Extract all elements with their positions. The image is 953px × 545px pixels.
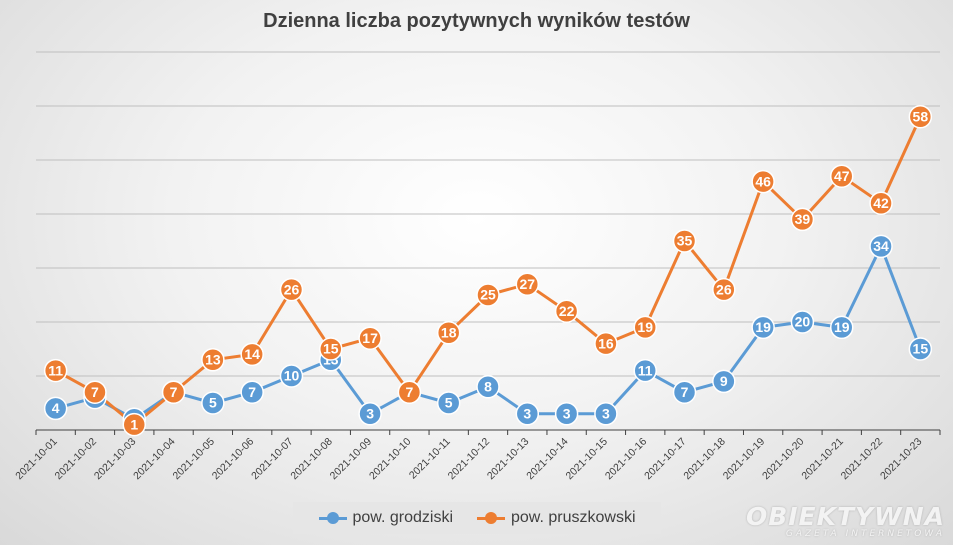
data-point: [908, 337, 933, 361]
data-point: [869, 191, 893, 215]
data-point: [161, 380, 186, 404]
legend-label: pow. grodziski: [352, 509, 454, 526]
data-label: 7: [405, 384, 413, 400]
data-label: 22: [559, 303, 575, 319]
data-label: 10: [284, 368, 300, 384]
data-label: 1: [130, 416, 138, 432]
data-label: 19: [637, 319, 653, 335]
data-point: [43, 358, 68, 383]
data-point: [869, 234, 893, 259]
data-label: 5: [445, 395, 453, 411]
data-label: 11: [48, 362, 63, 378]
data-label: 3: [563, 406, 571, 422]
data-point: [515, 402, 540, 426]
data-point: [554, 299, 579, 323]
data-label: 20: [795, 314, 811, 330]
data-label: 42: [873, 195, 889, 211]
data-label: 58: [913, 109, 929, 125]
legend-swatch: [477, 512, 505, 524]
data-label: 3: [602, 406, 610, 422]
data-label: 7: [91, 384, 99, 400]
data-label: 39: [795, 211, 811, 227]
data-point: [633, 315, 657, 340]
data-point: [594, 331, 618, 356]
data-point: [279, 277, 304, 302]
data-label: 9: [720, 373, 728, 389]
data-point: [712, 369, 736, 394]
data-point: [790, 310, 815, 334]
data-label: 8: [484, 379, 492, 395]
watermark-logo: OBIEKTYWNA GAZETA INTERNETOWA: [745, 502, 945, 539]
data-label: 34: [873, 238, 889, 254]
data-label: 35: [677, 233, 693, 249]
x-tick-label: 2021-10-23: [878, 435, 925, 482]
data-point: [279, 364, 304, 388]
legend: pow. grodziski pow. pruszkowski: [293, 502, 661, 534]
x-tick-label: 2021-10-10: [367, 435, 414, 482]
data-label: 26: [716, 281, 732, 297]
data-label: 47: [834, 168, 850, 184]
legend-item: pow. grodziski: [318, 509, 454, 527]
data-point: [240, 380, 264, 404]
data-label: 19: [834, 319, 850, 335]
data-point: [83, 380, 107, 404]
data-point: [476, 283, 500, 307]
data-label: 46: [755, 173, 771, 189]
data-point: [751, 169, 775, 194]
data-label: 25: [480, 287, 496, 303]
data-label: 16: [598, 335, 614, 351]
data-point: [672, 229, 697, 253]
data-point: [712, 277, 736, 302]
data-label: 7: [248, 384, 256, 400]
data-point: [201, 348, 225, 372]
data-point: [790, 207, 815, 232]
data-label: 15: [913, 341, 929, 357]
data-point: [240, 342, 264, 367]
chart-title: Dzienna liczba pozytywnych wyników testó…: [263, 10, 690, 32]
data-label: 26: [284, 281, 300, 297]
data-label: 13: [205, 352, 221, 368]
data-point: [554, 402, 579, 426]
data-point: [358, 402, 382, 426]
data-point: [43, 396, 68, 421]
data-point: [358, 326, 382, 350]
data-point: [319, 337, 343, 361]
data-label: 18: [441, 325, 457, 341]
data-point: [515, 272, 540, 296]
data-point: [122, 412, 147, 437]
data-point: [436, 321, 461, 345]
data-label: 5: [209, 395, 217, 411]
data-label: 27: [520, 276, 536, 292]
data-label: 3: [523, 406, 531, 422]
legend-item: pow. pruszkowski: [477, 509, 636, 527]
data-point: [201, 391, 225, 415]
data-label: 14: [244, 346, 260, 362]
data-label: 4: [52, 400, 60, 416]
data-point: [594, 402, 618, 426]
watermark-main: OBIEKTYWNA: [745, 502, 945, 531]
data-point: [633, 358, 657, 383]
watermark-sub: GAZETA INTERNETOWA: [785, 529, 945, 539]
data-point: [829, 315, 854, 340]
legend-label: pow. pruszkowski: [511, 509, 636, 526]
data-label: 15: [323, 341, 339, 357]
data-point: [908, 105, 933, 129]
data-point: [829, 164, 854, 188]
data-point: [672, 380, 697, 404]
legend-swatch: [318, 512, 347, 524]
data-label: 19: [755, 319, 771, 335]
data-point: [397, 380, 422, 404]
data-point: [751, 315, 775, 340]
data-label: 3: [366, 406, 374, 422]
data-label: 17: [362, 330, 378, 346]
data-label: 7: [170, 384, 178, 400]
data-point: [436, 391, 461, 415]
data-label: 11: [638, 362, 653, 378]
data-point: [476, 375, 500, 399]
data-label: 7: [681, 384, 689, 400]
